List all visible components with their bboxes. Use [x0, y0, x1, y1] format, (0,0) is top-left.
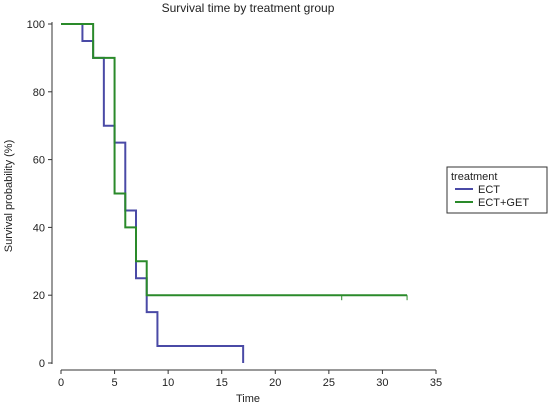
y-tick-label: 40	[33, 222, 45, 234]
series-line-ect	[61, 23, 245, 363]
y-tick-label: 100	[27, 19, 45, 31]
chart-title: Survival time by treatment group	[162, 1, 335, 15]
x-axis-label: Time	[236, 393, 260, 405]
legend-entry: ECT+GET	[478, 197, 529, 209]
y-tick-label: 20	[33, 290, 45, 302]
legend-title: treatment	[451, 171, 497, 183]
x-tick-label: 25	[323, 377, 335, 389]
x-tick-label: 20	[269, 377, 281, 389]
y-tick-label: 0	[39, 358, 45, 370]
x-tick-label: 10	[162, 377, 174, 389]
x-tick-label: 35	[430, 377, 442, 389]
legend-entry: ECT	[478, 184, 500, 196]
x-tick-label: 0	[58, 377, 64, 389]
series-line-ect-get	[61, 23, 408, 297]
x-tick-label: 15	[216, 377, 228, 389]
x-tick-label: 30	[376, 377, 388, 389]
x-tick-label: 5	[112, 377, 118, 389]
y-axis-label: Survival probability (%)	[3, 140, 15, 252]
y-tick-label: 60	[33, 155, 45, 167]
legend-box	[446, 166, 548, 214]
plot-area: 0 20 40 60 80 100 0 5 10 15 20 25 30 35	[27, 19, 442, 389]
y-tick-label: 80	[33, 87, 45, 99]
